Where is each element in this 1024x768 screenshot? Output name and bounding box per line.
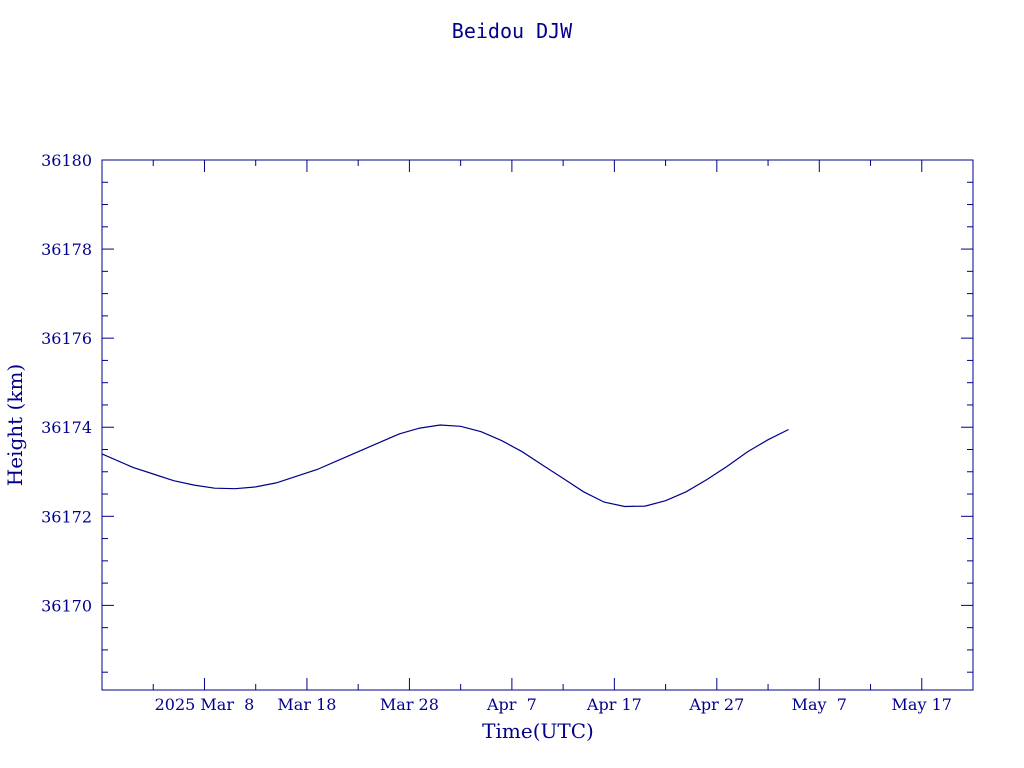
y-axis-label: Height (km) (3, 364, 27, 486)
x-axis-label: Time(UTC) (482, 719, 594, 743)
x-tick-label: Mar 28 (380, 695, 439, 714)
y-tick-label: 36180 (41, 151, 92, 170)
x-tick-label: 2025 Mar 8 (155, 695, 255, 714)
x-tick-label: Mar 18 (277, 695, 336, 714)
plot-frame (101, 159, 974, 691)
ticks (102, 159, 974, 690)
x-tick-label: May 7 (792, 695, 847, 714)
x-tick-labels: 2025 Mar 8 Mar 18 Mar 28 Apr 7 Apr 17 Apr 27 M… (155, 695, 952, 714)
x-tick-label: Apr 7 (486, 695, 537, 714)
y-tick-label: 36170 (41, 596, 92, 615)
x-tick-label: Apr 17 (586, 695, 642, 714)
x-tick-label: May 17 (892, 695, 952, 714)
y-tick-label: 36172 (41, 507, 92, 526)
y-tick-label: 36174 (41, 418, 92, 437)
y-tick-labels: 36170 36172 36174 36176 36178 36180 (41, 151, 92, 615)
y-tick-label: 36176 (41, 329, 92, 348)
x-tick-label: Apr 27 (688, 695, 744, 714)
y-tick-label: 36178 (41, 240, 92, 259)
chart-title: Beidou DJW (452, 19, 573, 43)
series-line (101, 424, 789, 508)
